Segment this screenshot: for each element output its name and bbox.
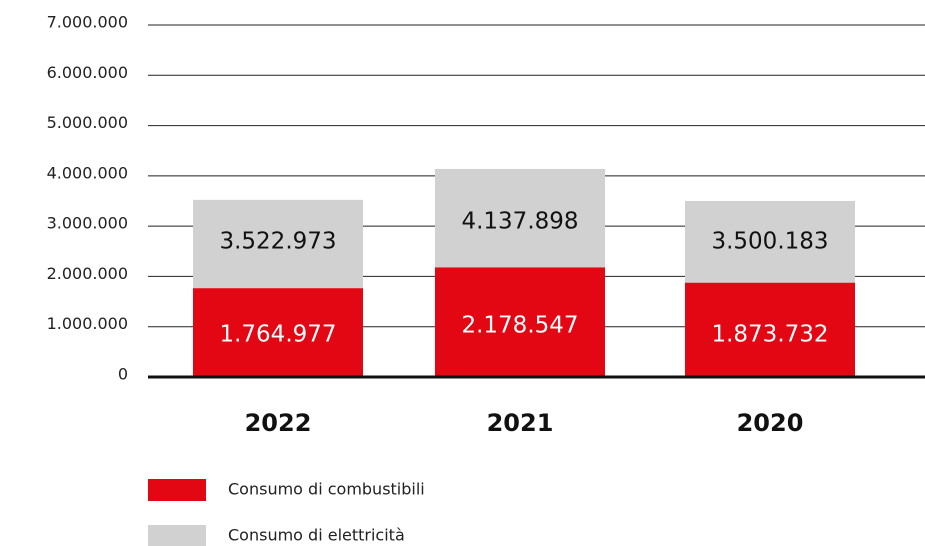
y-tick-label: 5.000.000 [47, 113, 128, 132]
y-tick-label: 4.000.000 [47, 163, 128, 182]
y-tick-label: 0 [118, 365, 128, 384]
legend-swatch [148, 525, 206, 546]
data-label: 1.764.977 [219, 322, 336, 348]
data-label: 1.873.732 [711, 322, 828, 348]
legend-swatch [148, 479, 206, 501]
bar [193, 288, 363, 377]
legend-label: Consumo di elettricità [228, 526, 405, 545]
y-tick-label: 7.000.000 [47, 13, 128, 32]
data-label: 2.178.547 [461, 313, 578, 339]
bar [435, 267, 605, 377]
y-tick-label: 3.000.000 [47, 214, 128, 233]
data-label: 4.137.898 [461, 209, 578, 235]
x-tick-label: 2020 [737, 409, 804, 437]
bar [685, 282, 855, 377]
y-tick-label: 6.000.000 [47, 63, 128, 82]
data-label: 3.500.183 [711, 229, 828, 255]
y-tick-label: 1.000.000 [47, 314, 128, 333]
legend-label: Consumo di combustibili [228, 480, 425, 499]
data-label: 3.522.973 [219, 229, 336, 255]
x-tick-label: 2022 [245, 409, 312, 437]
x-tick-label: 2021 [487, 409, 554, 437]
y-tick-label: 2.000.000 [47, 264, 128, 283]
